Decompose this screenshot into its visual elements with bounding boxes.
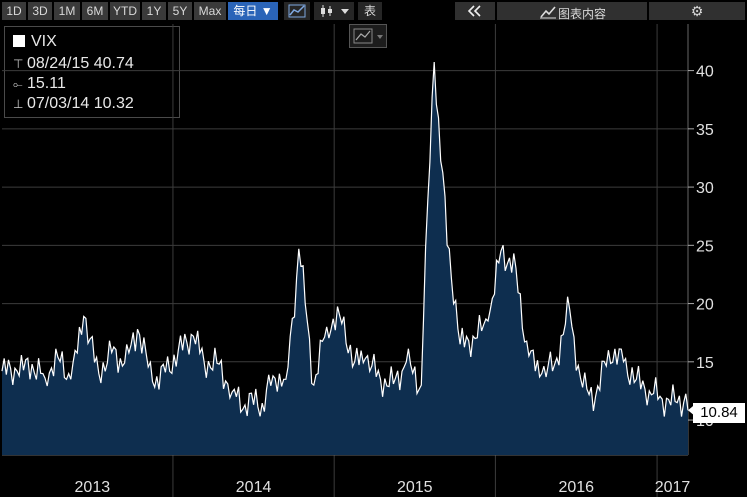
collapse-panel-button[interactable] xyxy=(455,2,495,20)
gear-icon: ⚙ xyxy=(690,3,704,19)
line-chart-mode-button[interactable] xyxy=(284,2,310,20)
indicator-menu-button[interactable] xyxy=(314,2,354,20)
last-marker-icon: ⟜ xyxy=(13,77,23,91)
range-button-ytd[interactable]: YTD xyxy=(110,2,140,20)
legend-high-row: ⊤ 08/24/15 40.74 xyxy=(13,55,134,73)
legend-low-row: ⊥ 07/03/14 10.32 xyxy=(13,95,134,113)
range-button-3d[interactable]: 3D xyxy=(28,2,52,20)
y-tick-label: 30 xyxy=(696,180,714,197)
series-area-vix xyxy=(2,62,688,455)
double-chevron-left-icon xyxy=(467,5,481,17)
x-tick-label: 2017 xyxy=(655,479,691,496)
range-button-6m[interactable]: 6M xyxy=(82,2,108,20)
legend-last: 15.11 xyxy=(27,75,66,92)
low-marker-icon: ⊥ xyxy=(13,97,24,111)
last-value-pointer xyxy=(688,405,694,416)
y-tick-label: 25 xyxy=(696,238,714,255)
x-tick-label: 2016 xyxy=(558,479,594,496)
chart-legend: VIX ⊤ 08/24/15 40.74 ⟜ 15.11 ⊥ 07/03/14 10.… xyxy=(4,26,180,118)
legend-marker-icon xyxy=(13,35,25,47)
legend-ticker: VIX xyxy=(31,33,57,50)
chart-content-button[interactable]: 图表内容 xyxy=(497,2,647,21)
x-tick-label: 2013 xyxy=(75,479,111,496)
legend-last-row: ⟜ 15.11 xyxy=(13,75,66,93)
y-tick-label: 35 xyxy=(696,122,714,139)
mini-line-chart-icon xyxy=(353,28,383,44)
chart-type-selector[interactable] xyxy=(349,24,387,48)
toolbar: 1D 3D 1M 6M YTD 1Y 5Y Max 每日 ▼ 表 图表内容 ⚙ xyxy=(0,0,747,22)
range-button-1y[interactable]: 1Y xyxy=(142,2,166,20)
chart-content-label: 图表内容 xyxy=(557,7,606,21)
range-button-1d[interactable]: 1D xyxy=(2,2,26,20)
last-value-label: 10.84 xyxy=(693,403,745,423)
line-chart-icon xyxy=(288,4,306,18)
settings-button[interactable]: ⚙ xyxy=(649,2,745,20)
chart-trend-icon xyxy=(539,6,556,19)
candlestick-icon xyxy=(321,5,349,17)
x-tick-label: 2014 xyxy=(236,479,272,496)
legend-low: 07/03/14 10.32 xyxy=(27,95,134,112)
dropdown-arrow-icon xyxy=(341,9,349,14)
range-button-5y[interactable]: 5Y xyxy=(168,2,192,20)
x-tick-label: 2015 xyxy=(397,479,433,496)
high-marker-icon: ⊤ xyxy=(13,57,24,71)
y-tick-label: 40 xyxy=(696,64,714,81)
range-button-max[interactable]: Max xyxy=(194,2,226,20)
legend-high: 08/24/15 40.74 xyxy=(27,55,134,72)
legend-ticker-row: VIX xyxy=(13,33,57,51)
range-button-1m[interactable]: 1M xyxy=(54,2,80,20)
y-tick-label: 20 xyxy=(696,297,714,314)
series-line-vix xyxy=(1,61,689,417)
period-dropdown[interactable]: 每日 ▼ xyxy=(228,2,278,20)
table-button[interactable]: 表 xyxy=(358,2,382,20)
y-tick-label: 15 xyxy=(696,355,714,372)
